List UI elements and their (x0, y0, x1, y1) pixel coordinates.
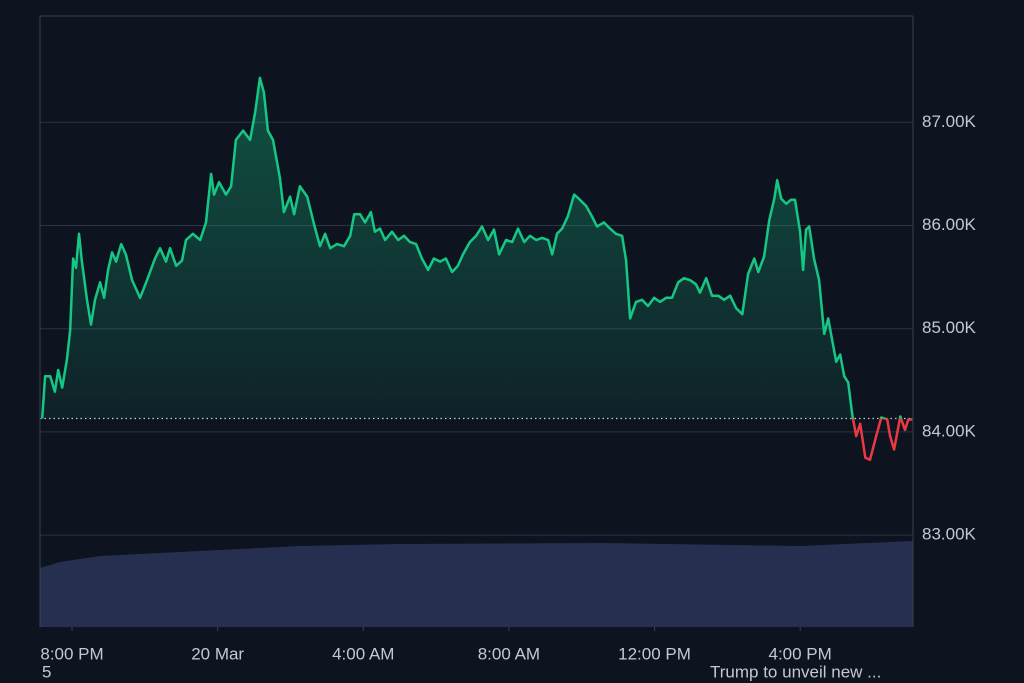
news-headline: Trump to unveil new ... (710, 662, 881, 681)
price-line (40, 76, 913, 462)
x-tick-label: 8:00 PM (40, 644, 103, 663)
y-tick-label: 86.00K (922, 215, 977, 234)
x-tick-label: 12:00 PM (618, 644, 691, 663)
y-tick-label: 84.00K (922, 421, 977, 440)
x-tick-label: 4:00 PM (768, 644, 831, 663)
y-tick-label: 85.00K (922, 318, 977, 337)
price-area (42, 77, 902, 419)
volume-area (40, 541, 913, 627)
y-tick-label: 87.00K (922, 112, 977, 131)
x-tick-label: 8:00 AM (478, 644, 540, 663)
y-tick-label: 83.00K (922, 525, 977, 544)
x-tick-label: 4:00 AM (332, 644, 394, 663)
annotation: 5 (42, 662, 51, 681)
x-tick-label: 20 Mar (191, 644, 244, 663)
